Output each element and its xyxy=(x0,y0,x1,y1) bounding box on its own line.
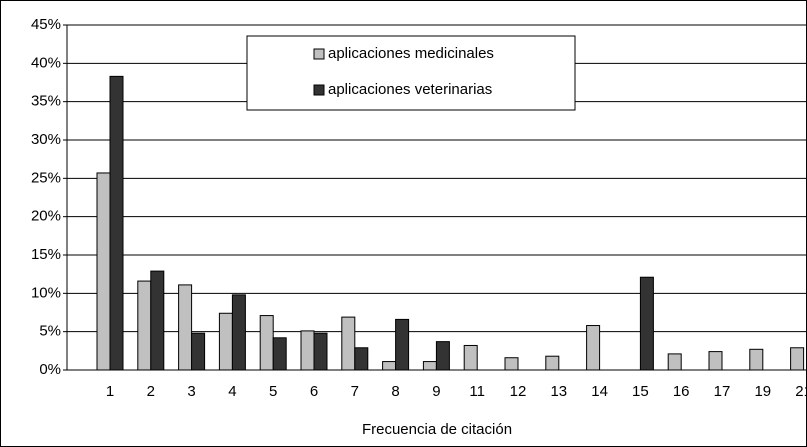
legend-label: aplicaciones veterinarias xyxy=(328,81,492,98)
y-tick-label: 10% xyxy=(31,284,61,301)
x-tick-label: 7 xyxy=(351,383,359,400)
bar xyxy=(463,344,478,371)
bar xyxy=(150,270,165,371)
bar xyxy=(341,316,356,371)
legend-swatch xyxy=(313,48,325,60)
x-tick-label: 14 xyxy=(591,383,608,400)
x-tick-label: 13 xyxy=(550,383,567,400)
bar xyxy=(109,75,124,371)
x-tick-label: 4 xyxy=(228,383,236,400)
bar xyxy=(504,357,519,371)
y-tick-label: 35% xyxy=(31,93,61,110)
bar xyxy=(667,353,682,371)
y-tick-label: 20% xyxy=(31,208,61,225)
x-tick-label: 8 xyxy=(391,383,399,400)
y-tick-label: 25% xyxy=(31,169,61,186)
y-tick-label: 40% xyxy=(31,54,61,71)
bar xyxy=(259,315,274,371)
bar xyxy=(395,318,410,371)
x-tick-label: 16 xyxy=(673,383,690,400)
bar xyxy=(749,348,764,371)
x-axis-label: Frecuencia de citación xyxy=(362,421,512,438)
y-tick-label: 5% xyxy=(39,323,61,340)
x-tick-label: 17 xyxy=(714,383,731,400)
y-tick-label: 30% xyxy=(31,131,61,148)
x-tick-label: 6 xyxy=(310,383,318,400)
y-tick-label: 15% xyxy=(31,246,61,263)
y-tick-label: 45% xyxy=(31,16,61,33)
bar xyxy=(354,347,369,371)
bar xyxy=(639,276,654,371)
x-tick-label: 9 xyxy=(432,383,440,400)
bar xyxy=(422,361,437,371)
x-tick-label: 21 xyxy=(795,383,807,400)
y-tick-label: 0% xyxy=(39,361,61,378)
bar xyxy=(218,312,233,371)
bar xyxy=(137,280,152,371)
bar xyxy=(313,332,328,371)
bar xyxy=(96,172,111,371)
bar xyxy=(382,361,397,371)
bar xyxy=(300,330,315,371)
bar xyxy=(272,337,287,371)
bar xyxy=(708,351,723,371)
x-tick-label: 2 xyxy=(147,383,155,400)
x-tick-label: 12 xyxy=(510,383,527,400)
x-tick-label: 3 xyxy=(187,383,195,400)
bar xyxy=(586,325,601,371)
legend-box xyxy=(246,35,576,111)
x-tick-label: 1 xyxy=(106,383,114,400)
x-tick-label: 5 xyxy=(269,383,277,400)
x-tick-label: 11 xyxy=(469,383,485,400)
bar xyxy=(790,347,805,371)
bar xyxy=(435,341,450,371)
bar xyxy=(231,294,246,371)
x-tick-label: 15 xyxy=(632,383,649,400)
bar xyxy=(191,332,206,371)
bar xyxy=(178,284,193,371)
bar xyxy=(545,355,560,371)
legend-label: aplicaciones medicinales xyxy=(328,45,494,62)
legend-swatch xyxy=(313,84,325,96)
x-tick-label: 19 xyxy=(754,383,771,400)
